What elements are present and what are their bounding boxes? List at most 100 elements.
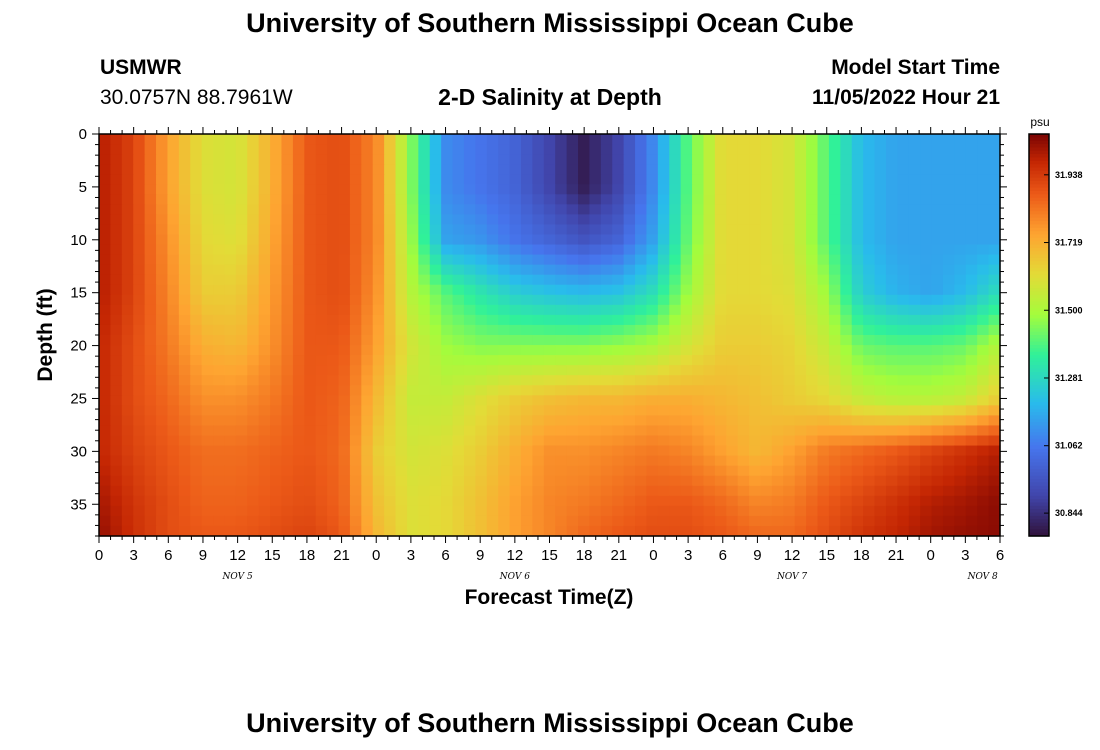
heatmap-cell <box>726 435 739 447</box>
heatmap-cell <box>954 204 967 215</box>
heatmap-cell <box>349 415 362 427</box>
heatmap-cell <box>509 355 522 366</box>
heatmap-cell <box>338 284 351 296</box>
heatmap-cell <box>156 244 169 256</box>
heatmap-cell <box>110 244 123 256</box>
heatmap-cell <box>429 274 442 286</box>
heatmap-cell <box>532 134 545 145</box>
heatmap-cell <box>988 375 1001 386</box>
heatmap-cell <box>99 495 112 507</box>
heatmap-cell <box>828 164 841 175</box>
heatmap-cell <box>441 495 454 507</box>
heatmap-cell <box>384 244 397 256</box>
heatmap-cell <box>520 495 533 507</box>
heatmap-cell <box>931 244 944 256</box>
heatmap-cell <box>828 134 841 145</box>
heatmap-cell <box>646 284 659 296</box>
heatmap-cell <box>121 455 134 467</box>
heatmap-cell <box>612 525 625 537</box>
heatmap-cell <box>954 304 967 316</box>
heatmap-cell <box>646 455 659 467</box>
heatmap-cell <box>840 274 853 286</box>
heatmap-cell <box>828 365 841 376</box>
heatmap-cell <box>429 174 442 185</box>
heatmap-cell <box>703 294 716 306</box>
heatmap-cell <box>908 194 921 205</box>
x-tick-label: 6 <box>996 547 1004 564</box>
colorbar-band <box>1029 224 1049 229</box>
heatmap-cell <box>635 405 648 416</box>
heatmap-cell <box>783 304 796 316</box>
heatmap-cell <box>372 284 385 296</box>
heatmap-cell <box>589 284 602 296</box>
heatmap-cell <box>874 425 887 437</box>
heatmap-cell <box>463 184 476 195</box>
heatmap-cell <box>327 425 340 437</box>
heatmap-cell <box>452 495 465 507</box>
heatmap-cell <box>897 164 910 175</box>
heatmap-cell <box>737 495 750 507</box>
heatmap-cell <box>167 174 180 185</box>
heatmap-cell <box>258 515 271 527</box>
heatmap-cell <box>737 244 750 256</box>
heatmap-cell <box>361 415 374 427</box>
heatmap-cell <box>646 345 659 356</box>
heatmap-cell <box>213 214 226 226</box>
heatmap-cell <box>566 465 579 477</box>
heatmap-cell <box>954 144 967 155</box>
heatmap-cell <box>190 254 203 266</box>
heatmap-cell <box>532 455 545 467</box>
heatmap-cell <box>224 234 237 246</box>
heatmap-cell <box>760 345 773 356</box>
heatmap-cell <box>589 485 602 497</box>
heatmap-cell <box>543 405 556 416</box>
heatmap-cell <box>988 485 1001 497</box>
heatmap-cell <box>270 495 283 507</box>
heatmap-cell <box>384 304 397 316</box>
heatmap-cell <box>486 294 499 306</box>
heatmap-cell <box>920 445 933 457</box>
heatmap-cell <box>224 324 237 336</box>
heatmap-cell <box>441 254 454 266</box>
heatmap-cell <box>338 505 351 517</box>
heatmap-cell <box>406 184 419 195</box>
heatmap-cell <box>281 274 294 286</box>
heatmap-cell <box>863 355 876 366</box>
heatmap-cell <box>612 194 625 205</box>
heatmap-cell <box>99 505 112 517</box>
heatmap-cell <box>680 525 693 537</box>
heatmap-cell <box>726 314 739 326</box>
heatmap-cell <box>828 174 841 185</box>
heatmap-cell <box>121 274 134 286</box>
heatmap-cell <box>167 214 180 226</box>
heatmap-cell <box>543 284 556 296</box>
colorbar-band <box>1029 435 1049 440</box>
heatmap-cell <box>509 164 522 175</box>
heatmap-cell <box>885 525 898 537</box>
heatmap-cell <box>988 455 1001 467</box>
heatmap-cell <box>156 465 169 477</box>
heatmap-cell <box>851 395 864 406</box>
heatmap-cell <box>692 304 705 316</box>
heatmap-cell <box>543 525 556 537</box>
heatmap-cell <box>429 154 442 165</box>
heatmap-cell <box>281 425 294 437</box>
heatmap-cell <box>749 395 762 406</box>
heatmap-cell <box>635 224 648 236</box>
heatmap-cell <box>395 385 408 396</box>
heatmap-cell <box>828 375 841 386</box>
heatmap-cell <box>897 204 910 215</box>
heatmap-cell <box>840 204 853 215</box>
colorbar-band <box>1029 194 1049 199</box>
heatmap-cell <box>441 455 454 467</box>
heatmap-cell <box>657 505 670 517</box>
heatmap-cell <box>190 375 203 386</box>
heatmap-cell <box>418 294 431 306</box>
heatmap-cell <box>133 164 146 175</box>
heatmap-cell <box>703 485 716 497</box>
heatmap-cell <box>463 194 476 205</box>
colorbar-band <box>1029 134 1049 138</box>
heatmap-cell <box>977 455 990 467</box>
heatmap-cell <box>635 284 648 296</box>
heatmap-cell <box>498 495 511 507</box>
